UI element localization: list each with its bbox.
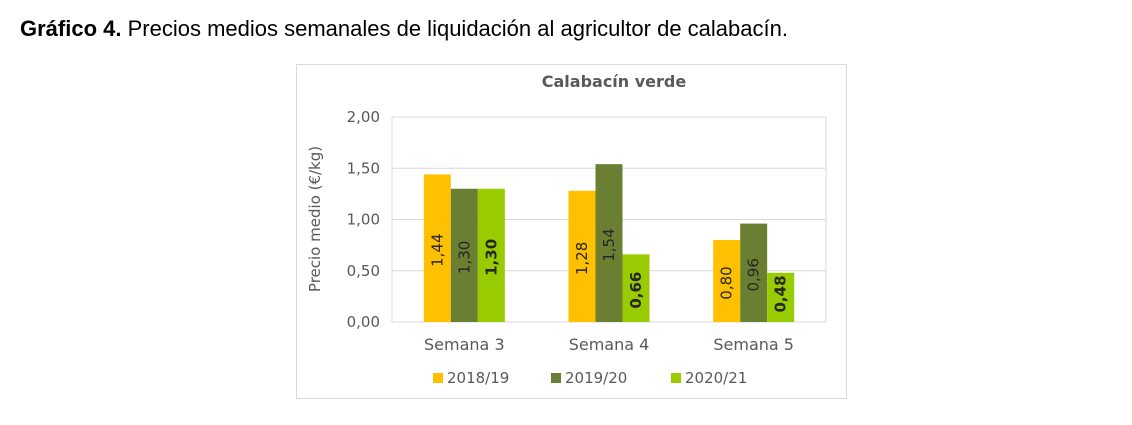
y-tick-label: 0,50 <box>347 262 380 280</box>
legend-swatch <box>433 373 443 383</box>
bar-2018-19 <box>568 190 596 322</box>
data-label: 0,48 <box>772 275 790 312</box>
y-tick-label: 2,00 <box>347 108 380 126</box>
caption-text: Precios medios semanales de liquidación … <box>121 16 788 41</box>
y-axis-label: Precio medio (€/kg) <box>306 146 324 292</box>
y-tick-label: 1,50 <box>347 159 380 177</box>
data-label: 1,44 <box>428 233 446 266</box>
bar-2019-20 <box>595 164 623 322</box>
bar-2020-21 <box>767 272 795 322</box>
data-label: 0,66 <box>627 272 645 309</box>
x-tick-label: Semana 4 <box>569 335 650 354</box>
legend-label: 2019/20 <box>565 369 627 387</box>
figure-caption: Gráfico 4. Precios medios semanales de l… <box>20 16 788 42</box>
data-label: 1,28 <box>573 242 591 275</box>
caption-label: Gráfico 4. <box>20 16 122 41</box>
x-tick-label: Semana 5 <box>713 335 794 354</box>
legend-swatch <box>551 373 561 383</box>
data-label: 0,96 <box>745 258 763 291</box>
data-label: 1,30 <box>455 241 473 274</box>
legend-label: 2020/21 <box>685 369 747 387</box>
bar-2019-20 <box>740 223 768 322</box>
bar-2020-21 <box>622 254 650 322</box>
legend-swatch <box>671 373 681 383</box>
data-label: 0,80 <box>718 266 736 299</box>
bar-2018-19 <box>423 174 451 322</box>
bar-2019-20 <box>450 188 478 322</box>
legend-label: 2018/19 <box>447 369 509 387</box>
x-tick-label: Semana 3 <box>424 335 505 354</box>
bar-2020-21 <box>477 188 505 322</box>
bar-2018-19 <box>713 240 741 322</box>
chart-title: Calabacín verde <box>542 72 687 91</box>
y-tick-label: 0,00 <box>347 313 380 331</box>
data-label: 1,30 <box>482 239 500 276</box>
data-label: 1,54 <box>600 228 618 261</box>
y-tick-label: 1,00 <box>347 211 380 229</box>
